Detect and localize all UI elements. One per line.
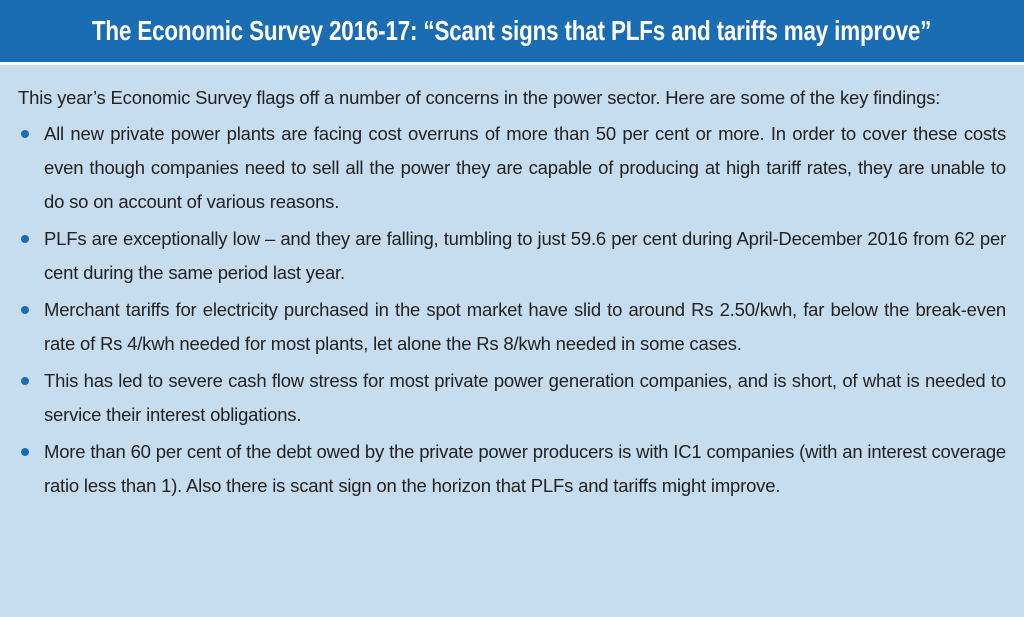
- bullet-dot: [21, 448, 29, 456]
- bullet-text: PLFs are exceptionally low – and they ar…: [44, 228, 1006, 283]
- bullet-text: All new private power plants are facing …: [44, 123, 1006, 212]
- bullet-dot: [21, 306, 29, 314]
- bullet-item: This has led to severe cash flow stress …: [18, 364, 1006, 432]
- bullet-item: All new private power plants are facing …: [18, 117, 1006, 219]
- header: The Economic Survey 2016-17: “Scant sign…: [0, 0, 1024, 65]
- bullet-item: More than 60 per cent of the debt owed b…: [18, 435, 1006, 503]
- intro: This year’s Economic Survey flags off a …: [18, 87, 941, 108]
- bullet-dot: [21, 130, 29, 138]
- bullet-text: This has led to severe cash flow stress …: [44, 370, 1006, 425]
- title: The Economic Survey 2016-17: “Scant sign…: [92, 15, 932, 46]
- bullet-text: More than 60 per cent of the debt owed b…: [44, 441, 1006, 496]
- bullet-item: PLFs are exceptionally low – and they ar…: [18, 222, 1006, 290]
- bullet-dot: [21, 377, 29, 385]
- bullet-item: Merchant tariffs for electricity purchas…: [18, 293, 1006, 361]
- bullet-text: Merchant tariffs for electricity purchas…: [44, 299, 1006, 354]
- content: This year’s Economic Survey flags off a …: [0, 65, 1024, 503]
- bullet-list: All new private power plants are facing …: [18, 117, 1006, 503]
- bullet-dot: [21, 235, 29, 243]
